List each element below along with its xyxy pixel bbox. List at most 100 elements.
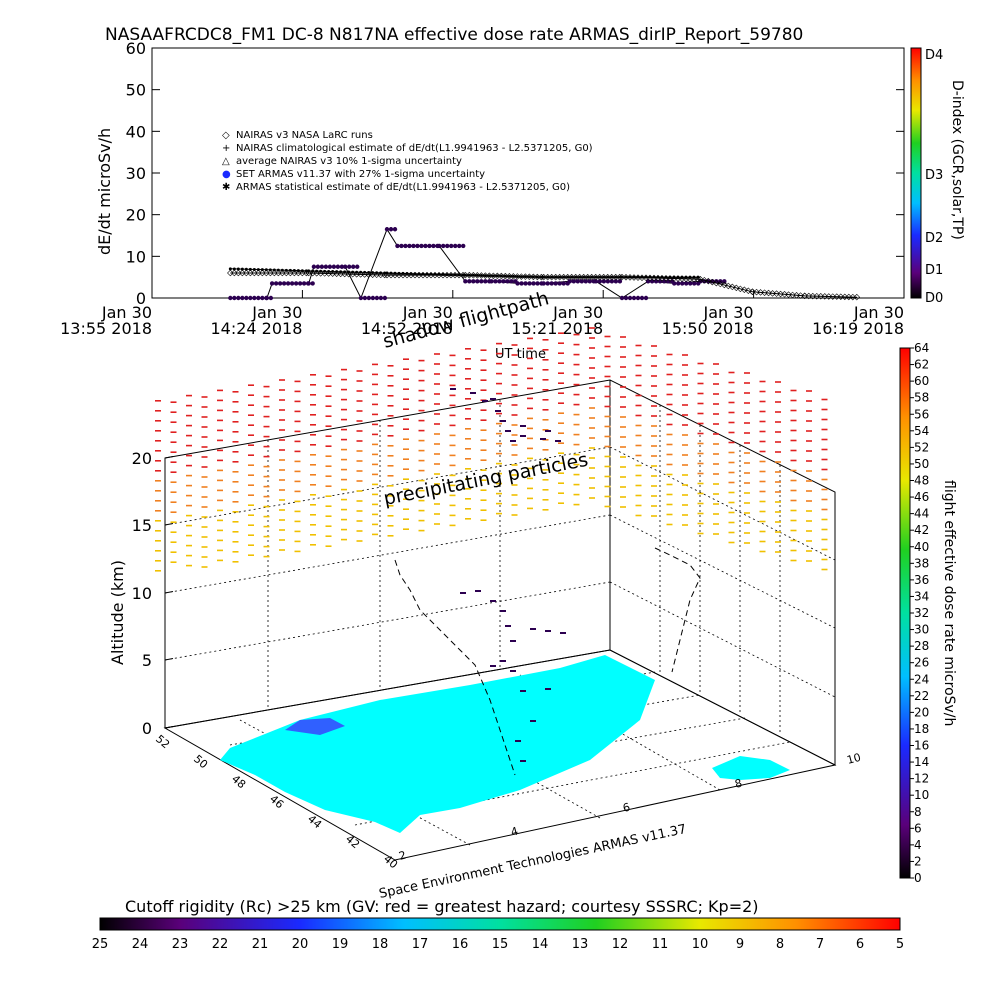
series-point-2: [483, 274, 487, 278]
particle-mark: [232, 511, 239, 513]
particle-mark: [682, 414, 688, 416]
top-x-tick-label-line2: 15:50 2018: [662, 319, 754, 338]
particle-mark: [728, 381, 735, 384]
particle-mark: [232, 501, 239, 503]
series-point-0: [248, 295, 253, 301]
particle-mark: [387, 525, 394, 527]
particle-mark: [682, 384, 688, 386]
particle-mark: [155, 460, 161, 462]
series-point-1: [761, 289, 768, 296]
particle-mark: [542, 349, 549, 351]
particle-mark: [418, 479, 425, 482]
particle-mark: [372, 423, 378, 426]
particle-mark: [186, 544, 192, 547]
particle-mark: [480, 499, 487, 501]
series-point-0: [306, 281, 311, 286]
particle-mark: [310, 434, 316, 436]
flightpath-markers: [450, 388, 566, 762]
particle-mark: [573, 453, 580, 456]
particle-mark: [418, 519, 425, 522]
particle-mark: [449, 524, 456, 527]
particle-mark: [294, 460, 301, 463]
particle-mark: [527, 347, 533, 350]
particle-mark: [170, 421, 177, 423]
particle-mark: [573, 333, 580, 336]
particle-mark: [387, 405, 394, 407]
legend-symbol-2: △: [222, 156, 230, 167]
particle-mark: [511, 364, 518, 366]
particle-mark: [387, 455, 394, 457]
particle-mark: [713, 393, 719, 395]
particle-mark: [403, 438, 409, 440]
particle-mark: [170, 561, 177, 563]
series-point-2: [315, 269, 319, 273]
particle-mark: [325, 405, 332, 407]
particle-mark: [511, 404, 518, 406]
series-point-1: [439, 271, 447, 279]
particle-mark: [527, 417, 533, 420]
particle-mark: [480, 419, 487, 421]
particle-mark: [434, 483, 440, 485]
series-point-0: [323, 264, 329, 269]
particle-mark: [682, 514, 688, 516]
series-point-2: [409, 272, 413, 276]
series-point-2: [692, 275, 696, 279]
series-point-2: [570, 275, 574, 279]
particle-mark: [263, 555, 270, 558]
particle-mark: [821, 398, 828, 401]
flightpath-marker: [505, 625, 511, 627]
series-point-0: [310, 281, 315, 286]
particle-mark: [449, 384, 456, 387]
series-point-1: [540, 273, 547, 281]
dose-tick-label: 30: [914, 623, 929, 637]
legend-label-0: NAIRAS v3 NASA LaRC runs: [236, 130, 373, 141]
particle-mark: [496, 352, 502, 355]
particle-mark: [279, 479, 285, 481]
particle-mark: [728, 531, 735, 534]
particle-mark: [186, 514, 192, 517]
particle-mark: [759, 410, 766, 413]
flightpath-marker: [560, 632, 566, 634]
particle-mark: [573, 423, 580, 426]
particle-mark: [418, 419, 425, 422]
altitude-axis: 0 5 10 15 20: [132, 449, 174, 738]
series-point-0: [343, 264, 348, 269]
top-x-tick-label-line1: Jan 30: [552, 303, 603, 322]
top-x-tick-label-line1: Jan 30: [402, 303, 453, 322]
particle-mark: [372, 513, 378, 516]
particle-mark: [155, 430, 161, 432]
particle-mark: [697, 452, 704, 455]
series-point-1: [781, 291, 788, 298]
top-y-tick-label: 10: [126, 247, 146, 266]
series-point-0: [545, 281, 550, 286]
particle-mark: [759, 540, 766, 543]
series-point-1: [490, 272, 497, 280]
particle-mark: [713, 533, 719, 535]
particle-mark: [356, 500, 363, 502]
particle-mark: [232, 551, 239, 553]
particle-mark: [759, 520, 766, 523]
particle-mark: [790, 519, 797, 522]
particle-mark: [325, 475, 332, 477]
particle-mark: [713, 443, 719, 445]
particle-mark: [465, 518, 471, 520]
particle-mark: [248, 524, 254, 526]
particle-mark: [232, 471, 239, 473]
flightpath-marker: [475, 590, 481, 592]
dose-tick-label: 40: [914, 540, 929, 554]
particle-mark: [263, 525, 270, 528]
particle-mark: [744, 452, 750, 454]
particle-mark: [558, 492, 564, 494]
particle-mark: [713, 473, 719, 475]
particle-mark: [341, 488, 347, 491]
series-point-1: [329, 270, 336, 277]
particle-mark: [527, 407, 533, 410]
particle-mark: [821, 468, 828, 471]
cutoff-tick-label: 15: [492, 937, 509, 952]
series-point-0: [374, 295, 380, 301]
particle-mark: [294, 490, 301, 493]
particle-mark: [449, 504, 456, 507]
particle-mark: [728, 371, 735, 374]
particle-mark: [465, 458, 471, 460]
top-y-tick-label: 50: [126, 81, 146, 100]
